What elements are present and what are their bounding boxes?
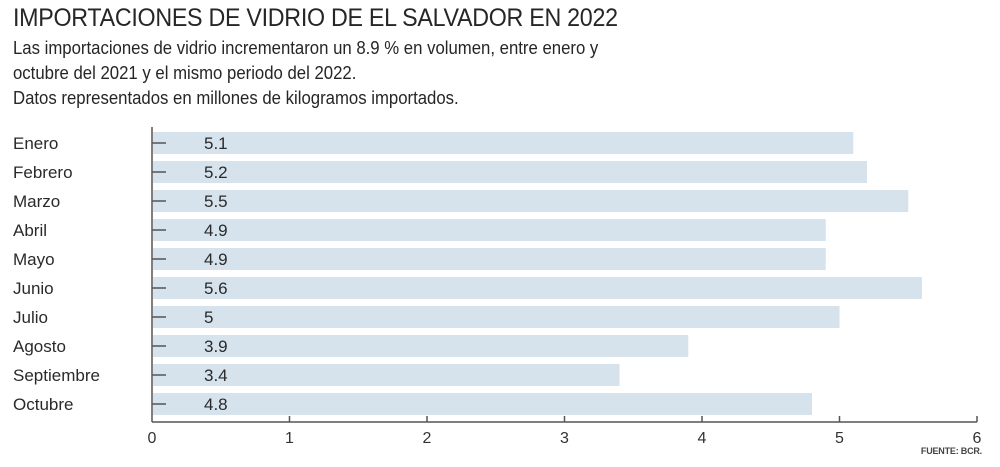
value-label: 4.9 bbox=[204, 250, 228, 269]
x-tick-label: 4 bbox=[698, 430, 707, 447]
category-label: Octubre bbox=[13, 395, 73, 414]
category-label: Enero bbox=[13, 134, 58, 153]
x-tick-label: 3 bbox=[560, 430, 569, 447]
category-label: Septiembre bbox=[13, 366, 100, 385]
bar-octubre bbox=[153, 393, 812, 415]
category-label: Febrero bbox=[13, 163, 73, 182]
value-label: 3.9 bbox=[204, 337, 228, 356]
chart-subtitle-line-2: octubre del 2021 y el mismo periodo del … bbox=[13, 63, 357, 83]
value-label: 3.4 bbox=[204, 366, 228, 385]
bar-julio bbox=[153, 306, 840, 328]
value-label: 5.2 bbox=[204, 163, 228, 182]
bar-enero bbox=[153, 132, 854, 154]
value-label: 5.6 bbox=[204, 279, 228, 298]
bar-marzo bbox=[153, 190, 909, 212]
bar-septiembre bbox=[153, 364, 620, 386]
source-note: FUENTE: BCR. bbox=[920, 446, 982, 456]
axes-group: Enero 5.1 Febrero 5.2 Marzo 5.5 Abril 4.9 Mayo 4.… bbox=[13, 127, 982, 447]
x-tick-label: 6 bbox=[973, 430, 982, 447]
chart-title: IMPORTACIONES DE VIDRIO DE EL SALVADOR E… bbox=[13, 4, 618, 32]
bar-junio bbox=[153, 277, 922, 299]
category-label: Agosto bbox=[13, 337, 66, 356]
category-label: Junio bbox=[13, 279, 54, 298]
chart-subtitle-line-1: Las importaciones de vidrio incrementaro… bbox=[13, 38, 599, 58]
bar-agosto bbox=[153, 335, 689, 357]
value-label: 5.5 bbox=[204, 192, 228, 211]
bars-group bbox=[153, 132, 922, 415]
value-label: 4.9 bbox=[204, 221, 228, 240]
x-tick-label: 0 bbox=[148, 430, 157, 447]
x-tick-label: 1 bbox=[285, 430, 294, 447]
value-label: 5.1 bbox=[204, 134, 228, 153]
bar-abril bbox=[153, 219, 826, 241]
category-label: Abril bbox=[13, 221, 47, 240]
x-tick-label: 5 bbox=[835, 430, 844, 447]
x-tick-label: 2 bbox=[423, 430, 432, 447]
category-label: Mayo bbox=[13, 250, 55, 269]
category-label: Julio bbox=[13, 308, 48, 327]
bar-febrero bbox=[153, 161, 867, 183]
chart-subtitle-line-3: Datos representados en millones de kilog… bbox=[13, 88, 459, 108]
value-label: 4.8 bbox=[204, 395, 228, 414]
value-label: 5 bbox=[204, 308, 213, 327]
bar-mayo bbox=[153, 248, 826, 270]
category-label: Marzo bbox=[13, 192, 60, 211]
